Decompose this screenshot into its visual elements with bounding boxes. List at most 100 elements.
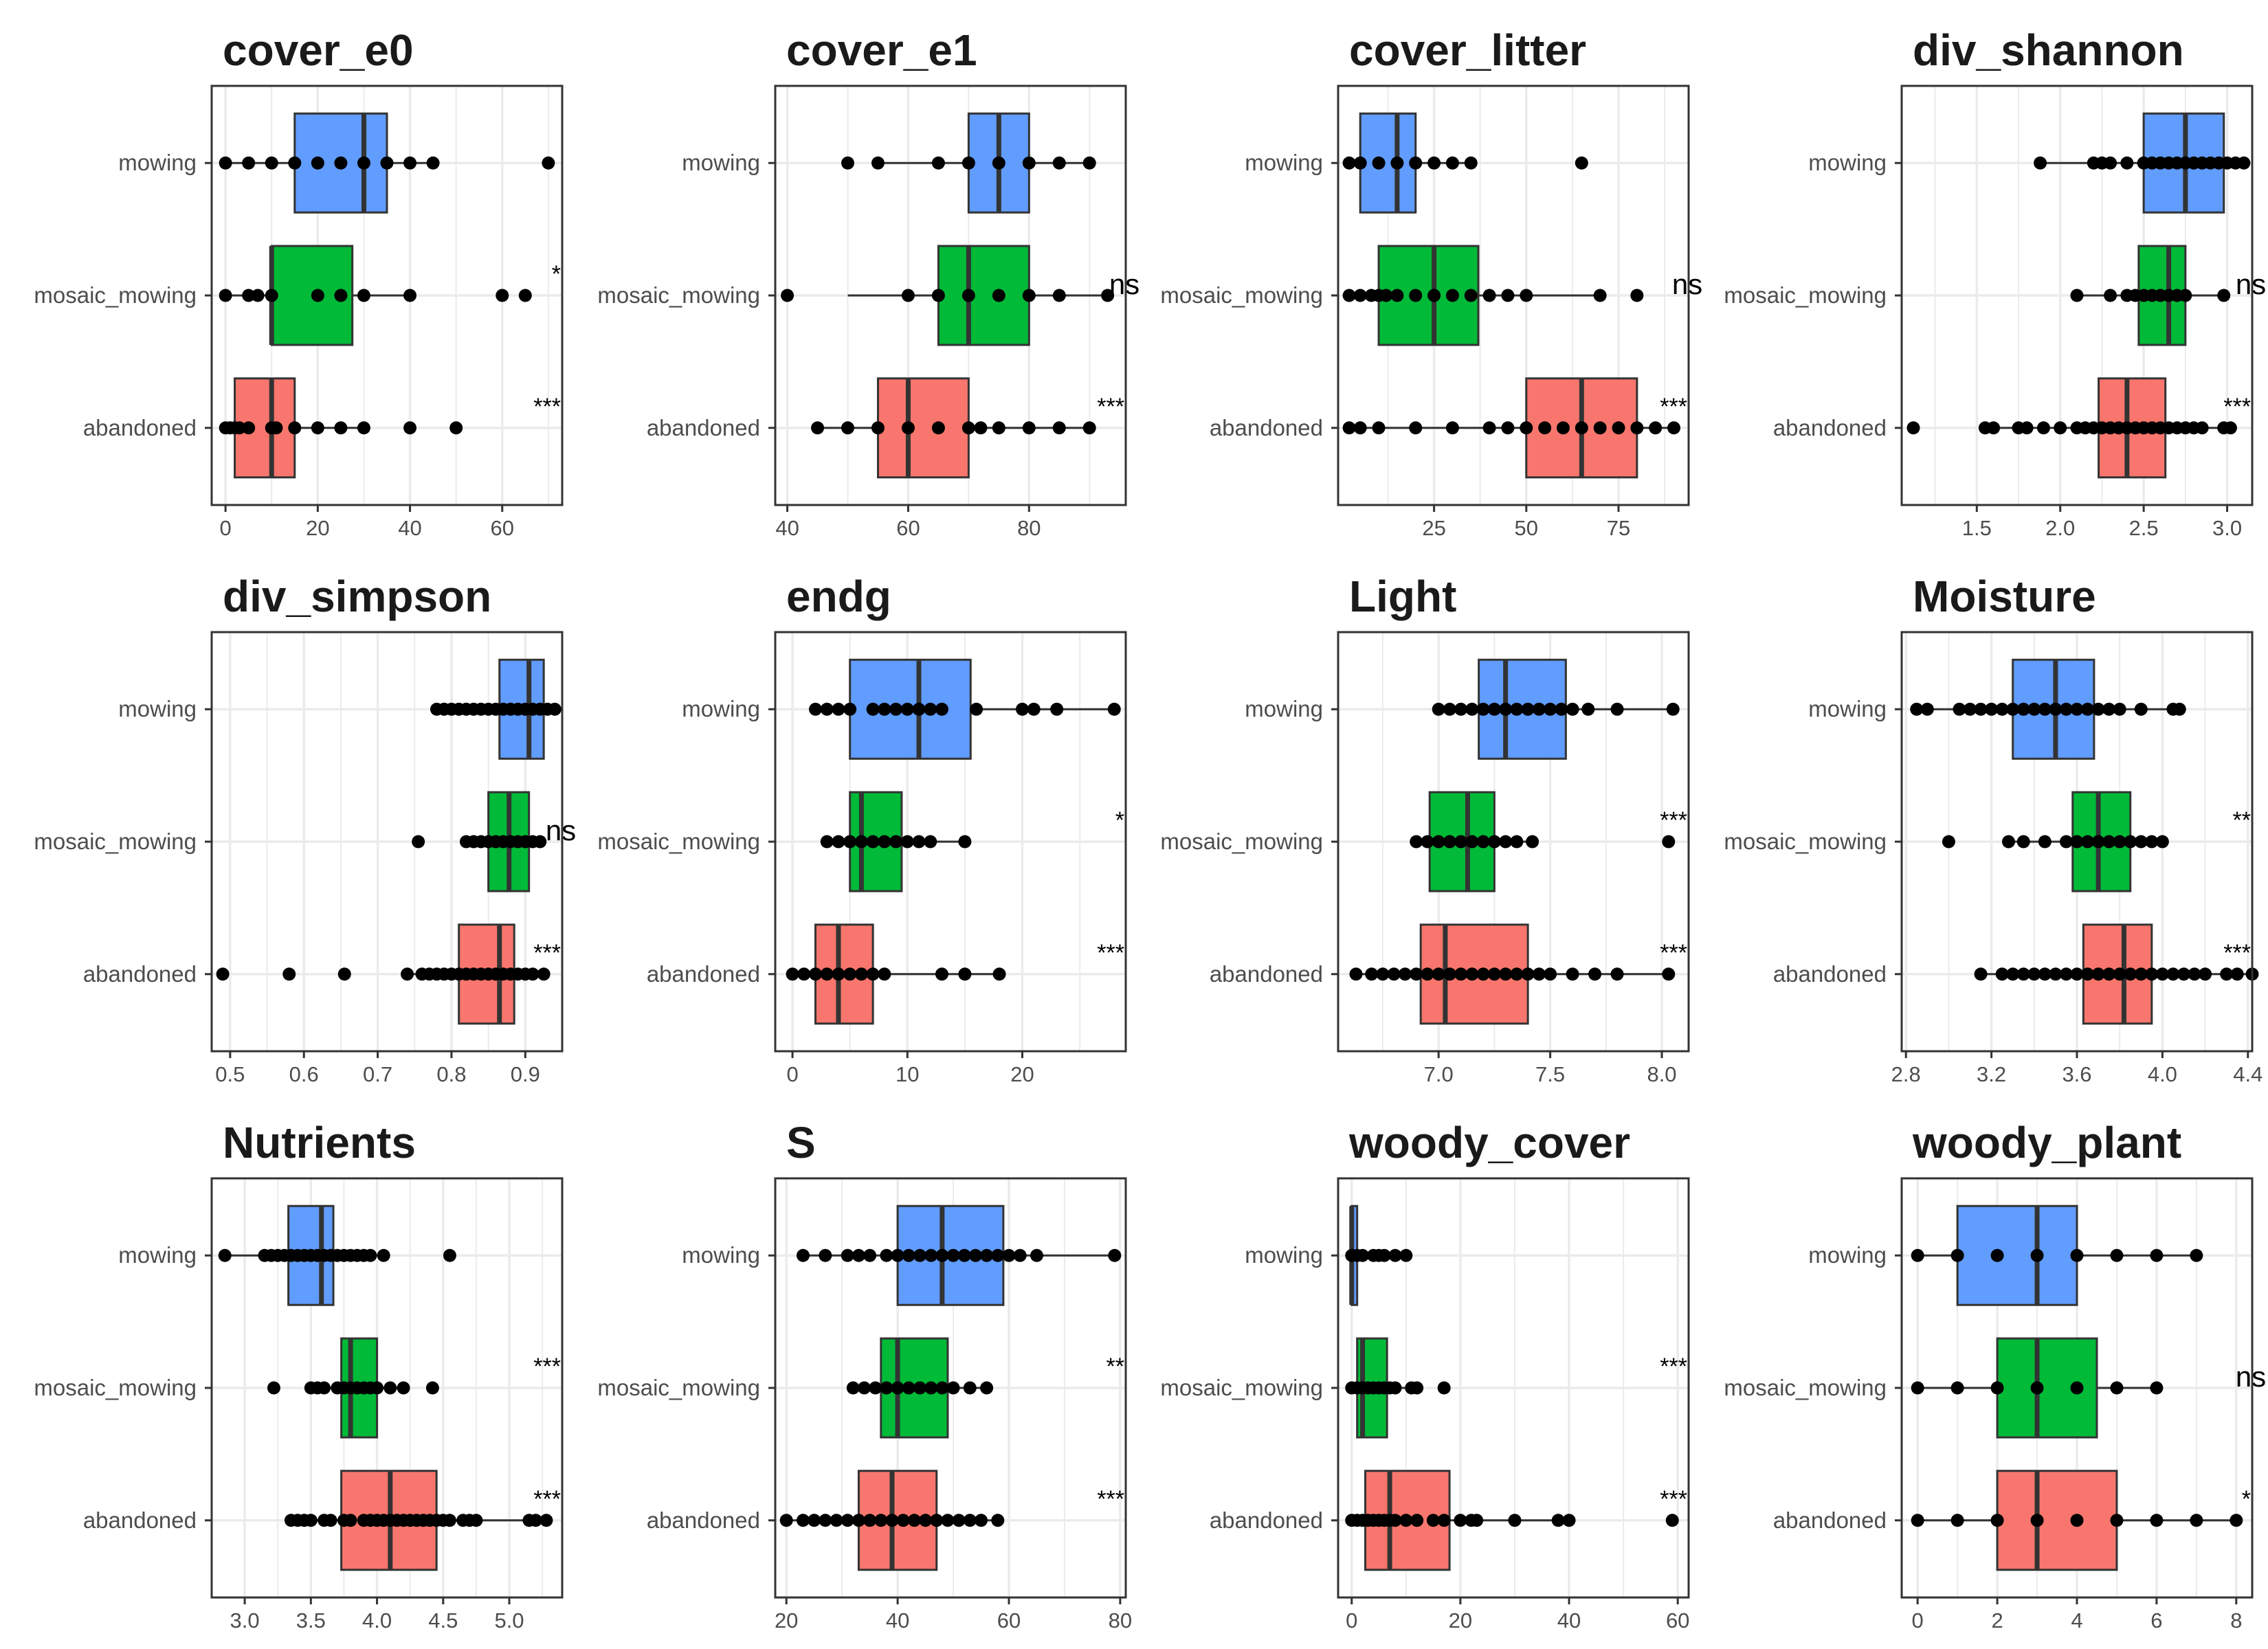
- data-point: [1476, 702, 1490, 716]
- data-point: [2172, 702, 2186, 716]
- y-tick-label: abandoned: [83, 1507, 197, 1533]
- data-point: [548, 702, 562, 716]
- y-tick-label: mowing: [1245, 696, 1323, 721]
- data-point: [1445, 421, 1459, 435]
- significance-label: ns: [1672, 268, 1702, 300]
- data-point: [1532, 967, 1546, 981]
- y-tick-label: mowing: [118, 150, 197, 175]
- data-point: [854, 835, 868, 849]
- data-point: [1410, 1514, 1424, 1527]
- data-point: [443, 1248, 456, 1262]
- data-point: [1410, 967, 1423, 981]
- data-point: [841, 1248, 854, 1262]
- data-point: [2230, 967, 2244, 981]
- data-point: [1990, 1381, 2004, 1395]
- data-point: [935, 967, 948, 981]
- iqr-box: [1996, 1470, 2118, 1571]
- x-tick-label: 4.0: [362, 1608, 392, 1633]
- data-point: [871, 156, 885, 170]
- data-point: [2150, 1381, 2164, 1395]
- box-mosaic-mowing: *: [820, 791, 1124, 893]
- data-point: [1409, 421, 1423, 435]
- data-point: [924, 702, 937, 716]
- data-point: [1432, 835, 1445, 849]
- data-point: [2223, 421, 2237, 435]
- data-point: [1911, 1514, 1924, 1527]
- data-point: [1454, 835, 1468, 849]
- data-point: [1388, 1514, 1402, 1527]
- data-point: [991, 1514, 1005, 1527]
- panel-title: cover_e0: [223, 25, 414, 75]
- data-point: [2030, 1248, 2044, 1262]
- panel-Moisture: Moisture*****mowingmosaic_mowingabandone…: [1724, 572, 2263, 1086]
- data-point: [1372, 156, 1386, 170]
- data-point: [1482, 421, 1496, 435]
- data-point: [975, 1514, 988, 1527]
- data-point: [1432, 967, 1445, 981]
- data-point: [242, 421, 256, 435]
- data-point: [2038, 702, 2052, 716]
- data-point: [364, 1248, 377, 1262]
- data-point: [1365, 967, 1379, 981]
- data-point: [1612, 421, 1625, 435]
- data-point: [832, 702, 845, 716]
- x-tick-label: 0: [786, 1062, 798, 1086]
- data-point: [796, 1248, 810, 1262]
- data-point: [2190, 1248, 2203, 1262]
- data-point: [443, 1514, 456, 1527]
- significance-label: ***: [1097, 1486, 1124, 1512]
- x-tick-label: 10: [896, 1062, 919, 1086]
- x-tick-label: 4: [2071, 1608, 2082, 1633]
- box-abandoned: ***: [1345, 1470, 1687, 1571]
- data-point: [2150, 1514, 2164, 1527]
- data-point: [880, 1248, 893, 1262]
- data-point: [958, 835, 972, 849]
- data-point: [282, 967, 296, 981]
- y-tick-label: mosaic_mowing: [1724, 282, 1887, 308]
- box-abandoned: ***: [811, 377, 1124, 479]
- box-mowing: [841, 112, 1096, 214]
- data-point: [1101, 289, 1115, 302]
- data-point: [912, 702, 926, 716]
- x-tick-label: 4.4: [2233, 1062, 2263, 1086]
- data-point: [935, 1381, 949, 1395]
- data-point: [2179, 289, 2192, 302]
- data-point: [370, 1381, 384, 1395]
- data-point: [1662, 967, 1676, 981]
- iqr-box: [876, 377, 970, 479]
- data-point: [924, 1381, 938, 1395]
- x-tick-label: 1.5: [1962, 516, 1992, 540]
- y-tick-label: mosaic_mowing: [597, 829, 760, 854]
- data-point: [2054, 421, 2067, 435]
- x-tick-label: 2.0: [2045, 516, 2075, 540]
- data-point: [1510, 702, 1524, 716]
- data-point: [2081, 967, 2095, 981]
- data-point: [913, 1248, 926, 1262]
- significance-label: ns: [2236, 268, 2266, 300]
- significance-label: **: [2233, 807, 2251, 833]
- data-point: [2145, 967, 2159, 981]
- data-point: [819, 1248, 832, 1262]
- x-tick-label: 0: [1912, 1608, 1924, 1633]
- panel-title: endg: [786, 572, 891, 621]
- data-point: [1387, 967, 1401, 981]
- data-point: [1437, 1514, 1451, 1527]
- y-tick-label: mosaic_mowing: [597, 282, 760, 308]
- panel-title: div_simpson: [223, 572, 491, 621]
- data-point: [1050, 702, 1064, 716]
- data-point: [232, 421, 246, 435]
- x-tick-label: 20: [306, 516, 329, 540]
- iqr-box: [937, 245, 1030, 346]
- data-point: [1388, 1248, 1402, 1262]
- iqr-box: [1359, 112, 1417, 214]
- x-tick-label: 40: [775, 516, 799, 540]
- x-tick-label: 2.8: [1891, 1062, 1921, 1086]
- data-point: [1990, 1248, 2004, 1262]
- x-tick-label: 4.5: [428, 1608, 458, 1633]
- data-point: [896, 1514, 910, 1527]
- data-point: [251, 289, 265, 302]
- data-point: [533, 835, 547, 849]
- data-point: [968, 1248, 982, 1262]
